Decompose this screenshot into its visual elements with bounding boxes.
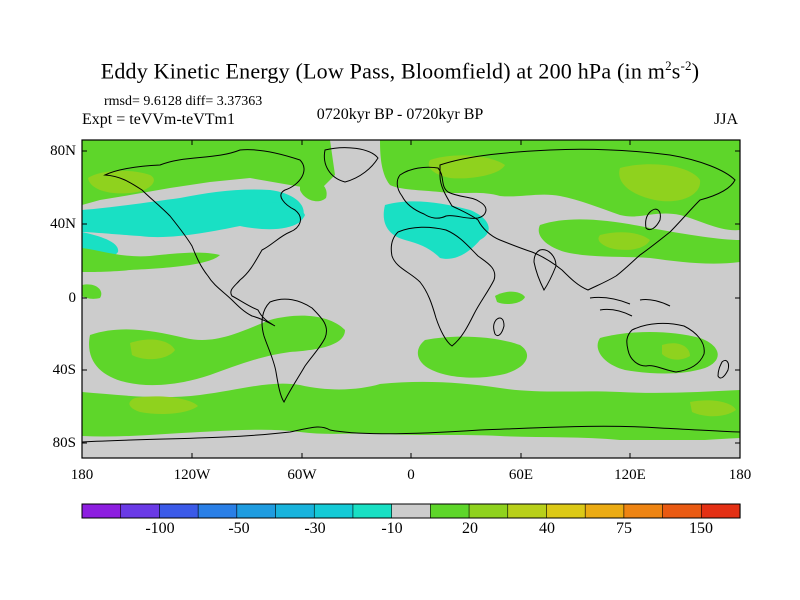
colorbar-cell [391,503,431,519]
colorbar-cell [81,503,122,519]
coast-africa [390,226,496,347]
field-green-sio [417,336,528,378]
colorbar-cell [430,503,470,519]
field-green-pacific [82,284,102,299]
colorbar-cell [584,503,625,519]
colorbar-cell [120,503,161,519]
x-tick-label: 60W [287,467,317,483]
field-darkgreen-sp1 [130,339,175,360]
colorbar-cell [623,503,664,519]
x-tick-label: 180 [728,467,752,483]
colorbar-label: -30 [304,520,326,537]
field-cyan-med [383,201,489,259]
field-darkgreen-so2 [690,400,736,417]
colorbar-cell [352,503,393,519]
period-label: 0720kyr BP - 0720kyr BP [316,106,484,123]
field-darkgreen-eap [598,232,650,250]
x-tick-label: 180 [70,467,94,483]
field-green-nam [300,179,327,202]
colorbar [81,503,741,519]
field-darkgreen-ne2 [428,155,505,179]
colorbar-label: 150 [689,520,713,537]
coast-north-america [103,149,305,327]
y-tick-label: 40N [50,216,76,232]
field-layer [82,140,740,458]
coast-antarctica [82,425,740,443]
coastlines [82,147,740,443]
field-cyan-na [82,189,304,238]
field-darkgreen-ne1 [619,164,701,202]
y-tick-label: 80N [50,143,76,159]
x-tick-label: 60E [508,467,534,483]
colorbar-cell [197,503,238,519]
field-green-africa [495,291,525,305]
coast-europe [396,166,487,219]
colorbar-cell [546,503,586,519]
coast-japan [645,208,661,231]
y-tick-label: 80S [52,435,76,451]
coast-india [533,249,557,291]
field-green-aus [597,332,718,374]
experiment-label: Expt = teVVm-teVTm1 [82,111,235,128]
colorbar-cell [700,503,741,519]
colorbar-cell [507,503,548,519]
field-green-na [82,248,220,272]
x-tick-label: 120W [173,467,211,483]
x-tick-label: 120E [614,467,646,483]
field-grey-antarctic [82,440,740,458]
coast-indonesia [589,297,671,317]
field-darkgreen-so1 [129,396,198,414]
colorbar-cell [159,503,199,519]
axis-ticks [82,140,740,458]
colorbar-cell [313,503,354,519]
stats-label: rmsd= 9.6128 diff= 3.37363 [104,94,263,109]
season-label: JJA [714,111,739,128]
colorbar-cell [468,503,509,519]
field-darkgreen-nw [88,170,154,194]
colorbar-cell [662,503,702,519]
field-darkgreen-aus [662,343,690,360]
coast-asia [439,148,736,291]
x-tick-label: 0 [407,467,415,483]
field-green-sp1 [89,315,345,386]
colorbar-label: 75 [616,520,632,537]
plot-title: Eddy Kinetic Energy (Low Pass, Bloomfiel… [100,58,700,84]
coast-australia [626,322,705,373]
colorbar-label: -10 [381,520,403,537]
colorbar-cell [275,503,315,519]
coast-greenland [323,147,379,183]
coast-madagascar [493,317,505,337]
y-tick-label: 40S [52,362,76,378]
colorbar-label: 40 [539,520,555,537]
coast-south-america [261,298,327,403]
coast-new-zealand [717,359,729,379]
colorbar-label: 20 [462,520,478,537]
colorbar-label: -50 [228,520,250,537]
y-tick-label: 0 [68,290,77,306]
colorbar-cell [236,503,277,519]
colorbar-frame [81,503,741,519]
colorbar-label: -100 [145,520,175,537]
